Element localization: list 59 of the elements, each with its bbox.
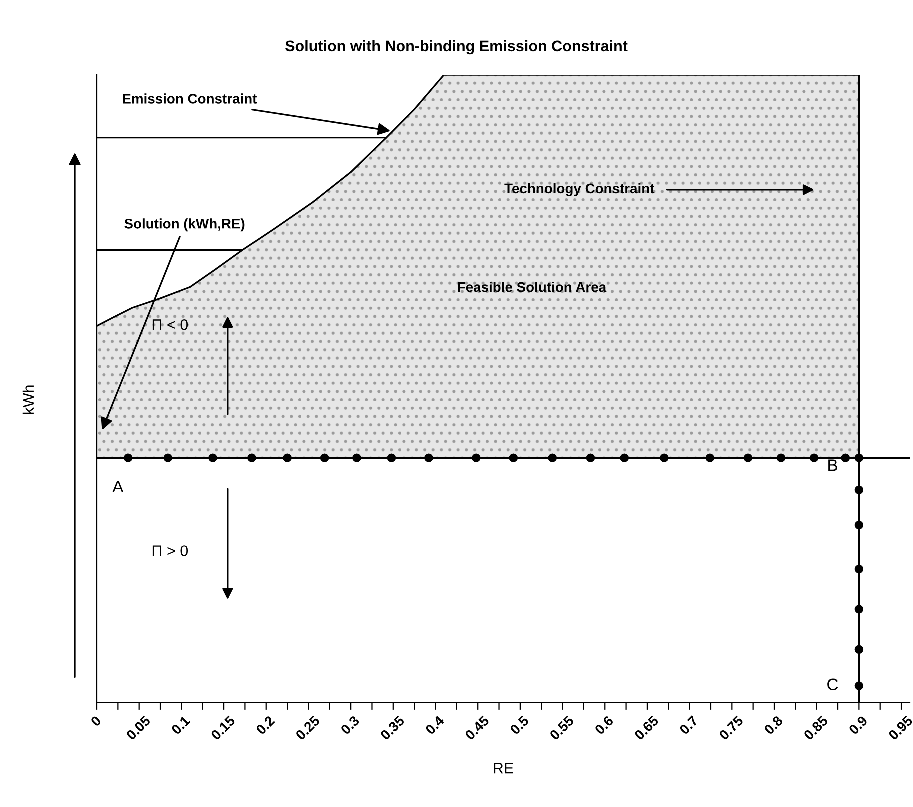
x-tick-label: 0.75: [718, 715, 744, 741]
point: [548, 454, 557, 462]
point: [586, 454, 596, 462]
point: [854, 605, 864, 614]
point: [744, 454, 753, 462]
point: [352, 454, 362, 462]
point: [472, 454, 481, 462]
point: [854, 682, 864, 690]
x-tick-label: 0.9: [848, 715, 868, 736]
annotation: A: [112, 481, 124, 493]
annotation: Feasible Solution Area: [458, 282, 607, 292]
annotation: B: [828, 460, 838, 472]
point: [854, 564, 864, 574]
point: [706, 454, 715, 462]
x-tick-label: 0.4: [424, 715, 446, 736]
annotation: C: [828, 678, 838, 691]
x-tick-label: 0.35: [380, 715, 406, 741]
x-tick-label: 0.55: [549, 715, 575, 741]
chart-title: Solution with Non-binding Emission Constraint: [286, 40, 628, 55]
point: [854, 645, 864, 654]
annotation: Π < 0: [152, 319, 188, 330]
x-tick-label: 0.1: [170, 715, 191, 736]
annotation: Π > 0: [152, 546, 188, 556]
point: [854, 454, 864, 462]
x-tick-label: 0: [90, 715, 102, 728]
point: [854, 486, 864, 494]
point: [776, 454, 786, 462]
x-tick-label: 0.3: [340, 715, 360, 736]
point: [509, 454, 518, 462]
point: [164, 454, 173, 462]
x-tick-label: 0.05: [126, 715, 152, 741]
x-tick-label: 0.6: [594, 715, 614, 736]
point: [620, 454, 629, 462]
point: [248, 454, 256, 462]
x-tick-label: 0.8: [764, 715, 784, 736]
y-axis-title: kWh: [22, 386, 34, 414]
x-tick-label: 0.5: [510, 715, 530, 736]
point: [424, 454, 434, 462]
point: [854, 520, 864, 530]
x-axis-title: RE: [494, 763, 514, 774]
x-tick-label: 0.95: [888, 715, 913, 741]
x-tick-label: 0.25: [295, 715, 321, 741]
x-tick-label: 0.65: [634, 715, 660, 741]
point: [320, 454, 330, 462]
x-tick-label: 0.2: [256, 715, 276, 736]
x-tick-label: 0.15: [210, 715, 236, 741]
x-tick-label: 0.7: [679, 715, 699, 736]
point: [660, 454, 669, 462]
point: [387, 454, 396, 462]
annotation: Emission Constraint: [123, 94, 258, 104]
x-tick-label: 0.85: [803, 715, 829, 741]
x-tick-label: 0.45: [464, 715, 490, 741]
point: [841, 454, 850, 462]
annotation: Solution (kWh,RE): [124, 218, 245, 232]
point: [283, 454, 292, 462]
annotation: Technology Constraint: [504, 183, 655, 196]
point: [810, 454, 819, 462]
point: [124, 454, 133, 462]
point: [208, 454, 218, 462]
